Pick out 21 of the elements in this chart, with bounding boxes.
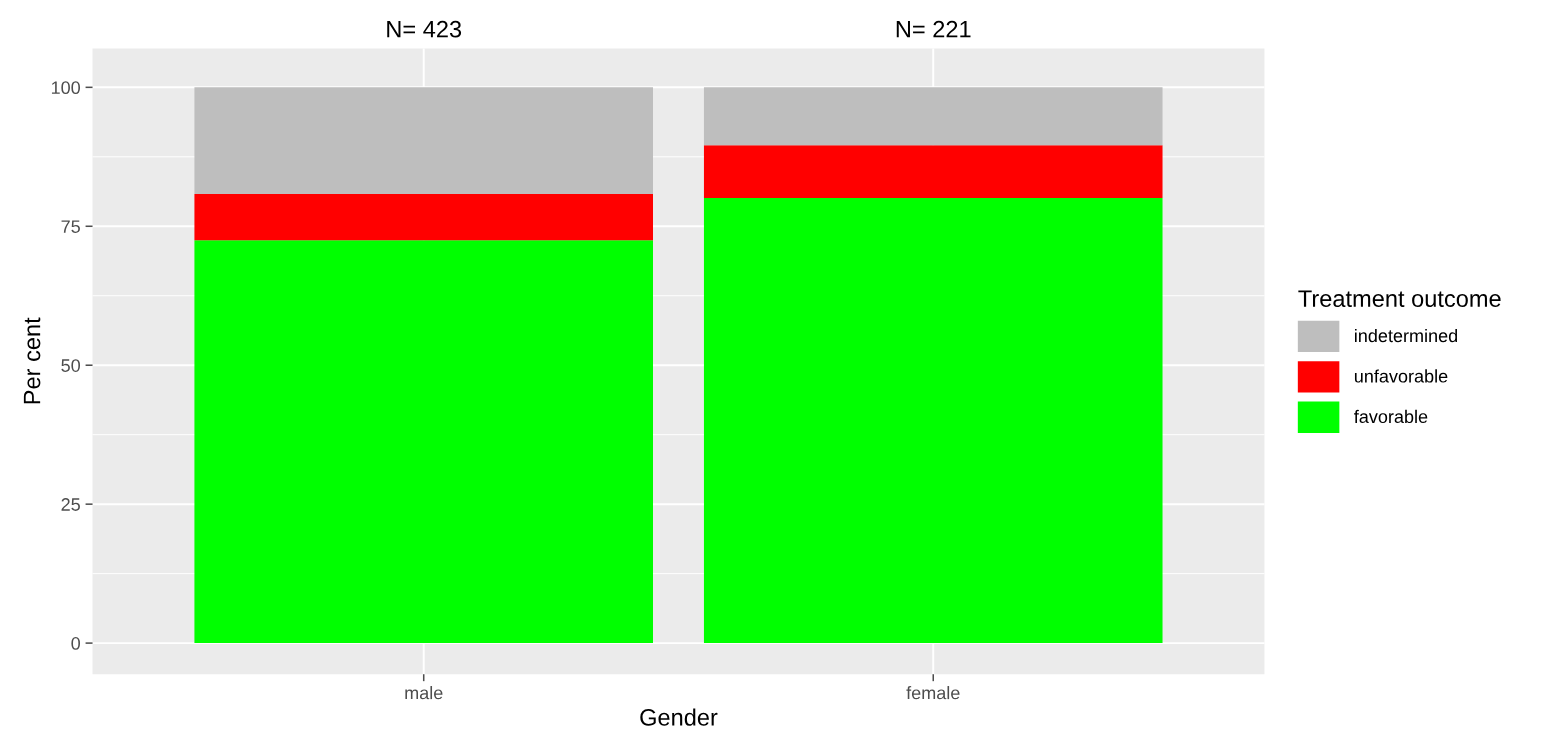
y-tick-label: 50	[61, 359, 81, 372]
bar	[194, 87, 653, 195]
legend-title: Treatment outcome	[1298, 290, 1501, 307]
bar	[703, 197, 1163, 644]
legend-label: favorable	[1354, 409, 1428, 424]
y-tick-label: 75	[61, 220, 80, 233]
y-tick-label: 25	[61, 498, 80, 511]
y-tick-label: 100	[51, 81, 81, 95]
bar	[703, 87, 1163, 146]
x-axis-title: Gender	[640, 708, 718, 726]
bar	[194, 194, 653, 241]
text: N= 423	[387, 20, 462, 38]
bar	[703, 145, 1163, 198]
legend-label: unfavorable	[1354, 369, 1448, 383]
text: N= 221	[896, 20, 971, 38]
x-tick-label: male	[405, 686, 443, 700]
x-tick-label: female	[906, 686, 960, 700]
y-axis-title: Per cent	[23, 317, 41, 404]
bar	[194, 240, 653, 644]
y-tick-label: 0	[71, 637, 81, 650]
legend-label: indetermined	[1355, 328, 1458, 343]
